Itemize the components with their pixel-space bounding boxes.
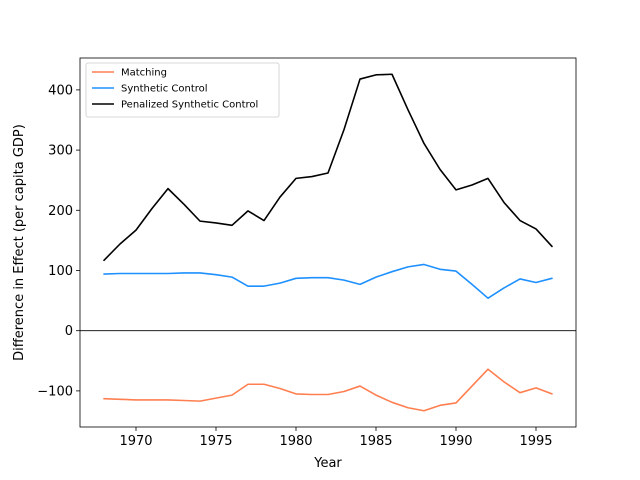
plot-frame [79, 57, 577, 428]
legend-label: Penalized Synthetic Control [121, 100, 258, 111]
x-tick-label: 1985 [359, 434, 392, 449]
y-tick-label: 200 [48, 204, 73, 219]
y-tick-label: 300 [48, 144, 73, 159]
x-tick-label: 1980 [279, 434, 312, 449]
x-tick-label: 1990 [439, 434, 472, 449]
x-tick-label: 1975 [199, 434, 232, 449]
series-line-1 [103, 263, 553, 299]
x-axis: 1970 1975 1980 1985 1990 1995 [119, 427, 553, 449]
y-tick-label: −100 [37, 384, 73, 399]
legend-label: Matching [121, 68, 167, 79]
y-tick-label: 0 [65, 324, 73, 339]
series-line-2 [103, 73, 553, 262]
y-tick-label: 100 [48, 264, 73, 279]
y-axis-label: Difference in Effect (per capita GDP) [12, 124, 27, 361]
legend-box [85, 62, 280, 118]
plot-background [80, 58, 576, 427]
x-tick-label: 1995 [519, 434, 552, 449]
series-line-0 [103, 368, 553, 412]
x-tick-label: 1970 [119, 434, 152, 449]
legend: Matching Synthetic Control Penalized Synth… [85, 62, 280, 118]
x-axis-label: Year [313, 456, 342, 471]
y-axis: −100 0 100 200 300 400 [37, 83, 80, 399]
y-tick-label: 400 [48, 83, 73, 98]
legend-label: Synthetic Control [121, 84, 208, 95]
series-layer [103, 73, 553, 412]
